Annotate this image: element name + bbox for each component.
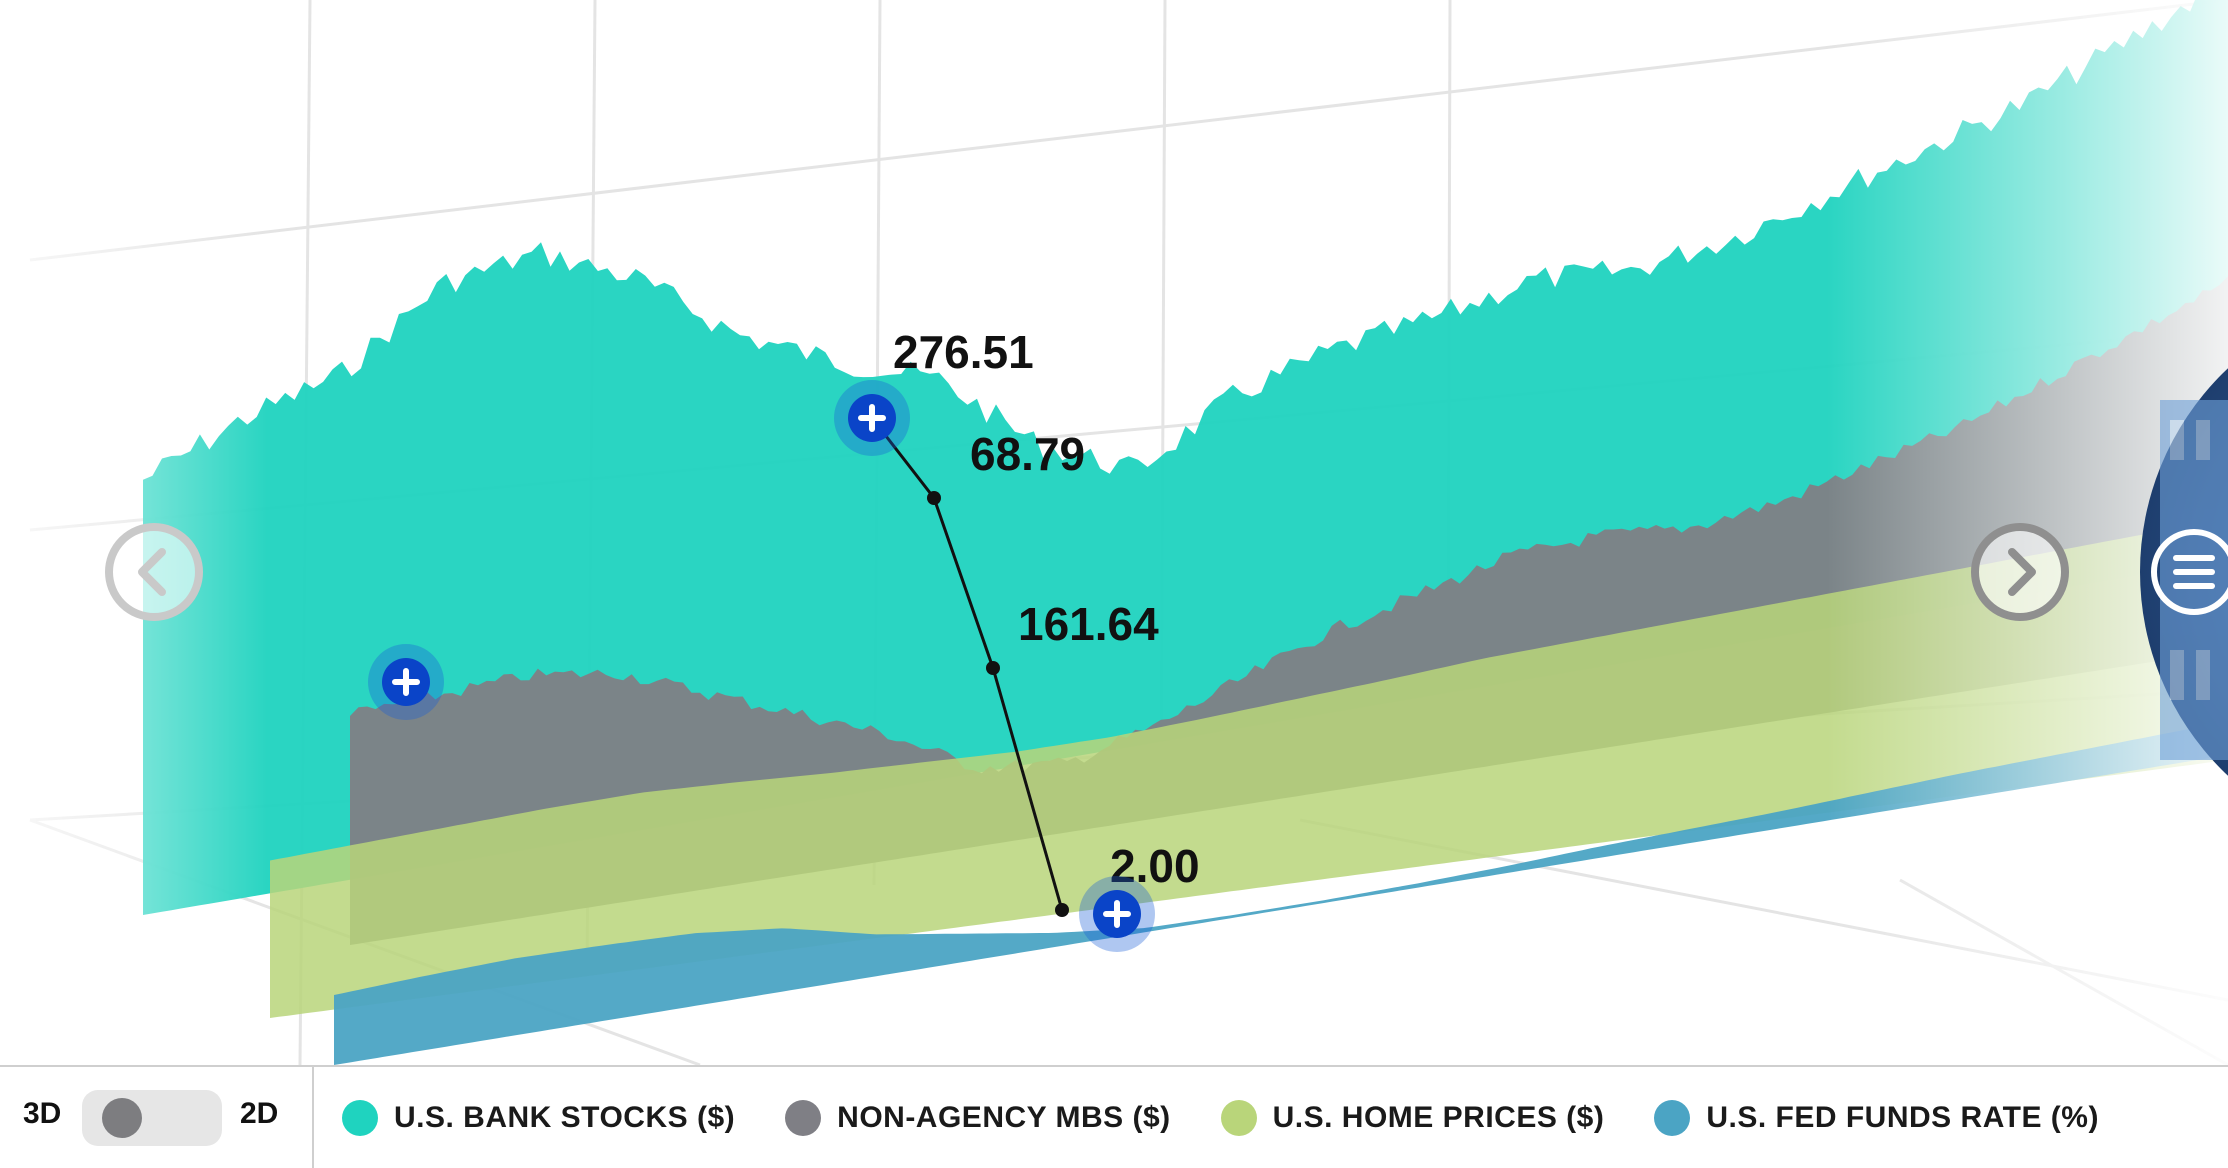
legend-swatch-bank-stocks bbox=[342, 1099, 378, 1136]
value-connector bbox=[870, 417, 1069, 917]
menu-icon-ring bbox=[2151, 529, 2228, 615]
callout-labels: 276.51 68.79 161.64 2.00 bbox=[893, 326, 1200, 892]
add-marker-button[interactable] bbox=[834, 380, 910, 456]
legend-label-fed-funds-rate: U.S. FED FUNDS RATE (%) bbox=[1706, 1100, 2099, 1134]
chevron-left-icon bbox=[138, 548, 166, 596]
callout-label: 2.00 bbox=[1110, 840, 1200, 892]
add-markers[interactable] bbox=[368, 380, 1155, 952]
legend-item-bank-stocks[interactable]: U.S. BANK STOCKS ($) bbox=[342, 1099, 736, 1136]
connector-point bbox=[986, 661, 1000, 675]
chevron-right-icon bbox=[2008, 548, 2036, 596]
plus-icon bbox=[858, 404, 886, 432]
connector-point bbox=[1055, 903, 1069, 917]
legend-label-bank-stocks: U.S. BANK STOCKS ($) bbox=[394, 1100, 736, 1134]
callout-label: 161.64 bbox=[1018, 598, 1159, 650]
legend-swatch-non-agency-mbs bbox=[785, 1099, 822, 1136]
legend-item-non-agency-mbs[interactable]: NON-AGENCY MBS ($) bbox=[785, 1099, 1171, 1136]
legend-label-non-agency-mbs: NON-AGENCY MBS ($) bbox=[837, 1100, 1171, 1134]
plus-icon bbox=[392, 668, 420, 696]
menu-panel-button[interactable] bbox=[2140, 292, 2228, 852]
right-fade bbox=[0, 0, 2228, 1065]
legend-bar: 3D 2D U.S. BANK STOCKS ($) NON-AGENCY MB… bbox=[0, 1065, 2228, 1168]
legend-swatch-home-prices bbox=[1220, 1099, 1257, 1136]
add-marker-button[interactable] bbox=[368, 644, 444, 720]
callout-label: 68.79 bbox=[970, 428, 1085, 480]
toggle-label-2d[interactable]: 2D bbox=[240, 1097, 279, 1130]
next-button[interactable] bbox=[1971, 523, 2069, 621]
connector-line bbox=[870, 417, 1064, 911]
view-toggle-switch[interactable] bbox=[82, 1090, 222, 1146]
house-image bbox=[2160, 400, 2228, 760]
view-toggle: 3D 2D bbox=[0, 1067, 314, 1168]
legend: U.S. BANK STOCKS ($) NON-AGENCY MBS ($) … bbox=[342, 1067, 2149, 1168]
menu-icon bbox=[2173, 555, 2215, 589]
legend-swatch-fed-funds-rate bbox=[1654, 1099, 1691, 1136]
plus-icon bbox=[1103, 900, 1131, 928]
legend-item-fed-funds-rate[interactable]: U.S. FED FUNDS RATE (%) bbox=[1654, 1099, 2099, 1136]
legend-label-home-prices: U.S. HOME PRICES ($) bbox=[1272, 1100, 1605, 1134]
legend-item-home-prices[interactable]: U.S. HOME PRICES ($) bbox=[1220, 1099, 1605, 1136]
prev-button[interactable] bbox=[105, 523, 203, 621]
callout-label: 276.51 bbox=[893, 326, 1034, 378]
toggle-label-3d[interactable]: 3D bbox=[23, 1097, 62, 1130]
add-marker-button[interactable] bbox=[1079, 876, 1155, 952]
toggle-knob[interactable] bbox=[102, 1098, 142, 1138]
connector-point bbox=[927, 491, 941, 505]
